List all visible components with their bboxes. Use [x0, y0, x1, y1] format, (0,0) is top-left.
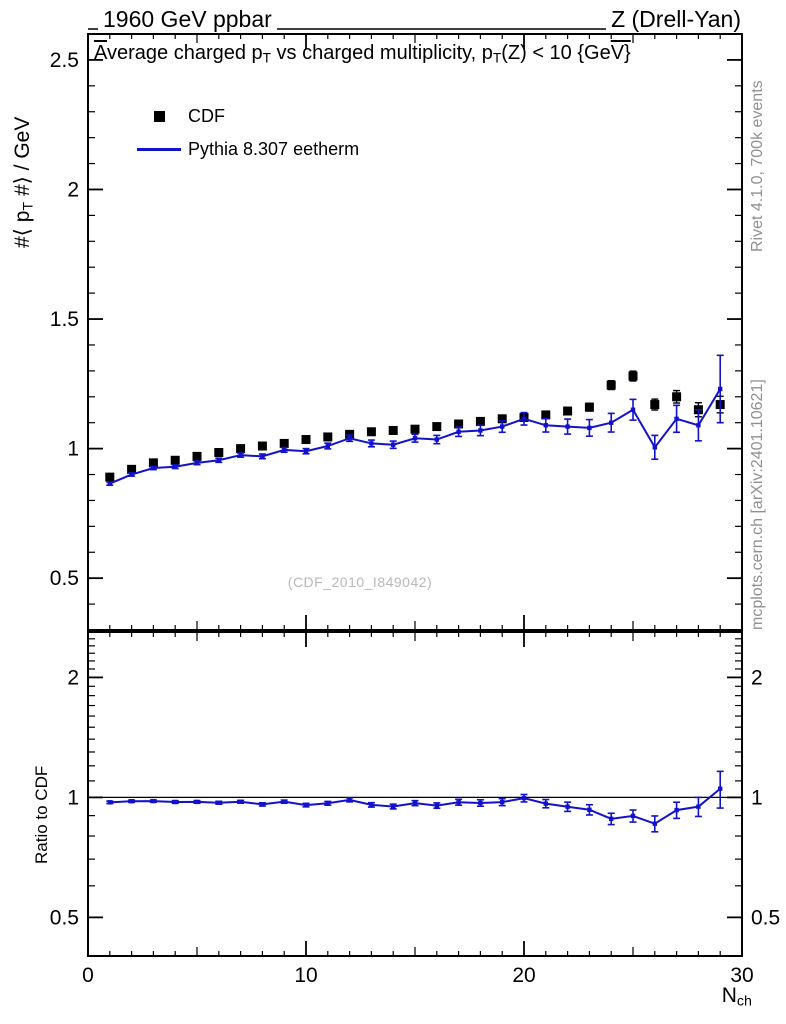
legend: CDF Pythia 8.307 eetherm [130, 100, 359, 166]
svg-text:0: 0 [82, 964, 94, 987]
svg-text:0.5: 0.5 [50, 567, 79, 590]
legend-label-pythia: Pythia 8.307 eetherm [188, 139, 360, 159]
svg-text:1.5: 1.5 [50, 308, 79, 331]
axis-ticks [87, 34, 743, 957]
legend-label-cdf: CDF [188, 106, 225, 126]
analysis-watermark: (CDF_2010_I849042) [287, 574, 433, 590]
panel-frames [87, 28, 743, 957]
svg-text:20: 20 [512, 964, 535, 987]
legend-entry-cdf: CDF [130, 100, 359, 133]
pythia-line-marker-icon [137, 148, 181, 151]
process-header: Z (Drell-Yan) [606, 6, 746, 33]
x-axis-label: Nch [721, 984, 752, 1010]
svg-text:1: 1 [67, 786, 79, 809]
tick-labels: 0.5 1 1.5 2 2.5 0 10 20 30 0.5 0.5 1 1 2 2 [50, 49, 780, 987]
y-axis-label-ratio: Ratio to CDF [32, 765, 51, 864]
legend-entry-pythia: Pythia 8.307 eetherm [130, 133, 359, 166]
svg-text:10: 10 [294, 964, 317, 987]
pythia-mc-series [106, 354, 724, 486]
svg-text:30: 30 [730, 964, 753, 987]
rivet-version-note: Rivet 4.1.0, 700k events [749, 80, 766, 252]
svg-text:0.5: 0.5 [751, 906, 780, 929]
svg-text:1: 1 [751, 786, 763, 809]
svg-text:2: 2 [67, 178, 79, 201]
mcplots-attribution-note: mcplots.cern.ch [arXiv:2401.10621] [749, 379, 766, 630]
plot-title: Average charged pT vs charged multiplici… [94, 42, 631, 66]
svg-text:1: 1 [67, 438, 79, 461]
beam-header: 1960 GeV ppbar [98, 6, 277, 33]
svg-text:0.5: 0.5 [50, 906, 79, 929]
cdf-square-marker-icon [153, 111, 165, 122]
svg-text:2: 2 [67, 666, 79, 689]
svg-text:2.5: 2.5 [50, 49, 79, 72]
ratio-series [106, 770, 724, 833]
svg-text:2: 2 [751, 666, 763, 689]
y-axis-label-main: #⟨ pT #⟩ / GeV [11, 116, 37, 248]
